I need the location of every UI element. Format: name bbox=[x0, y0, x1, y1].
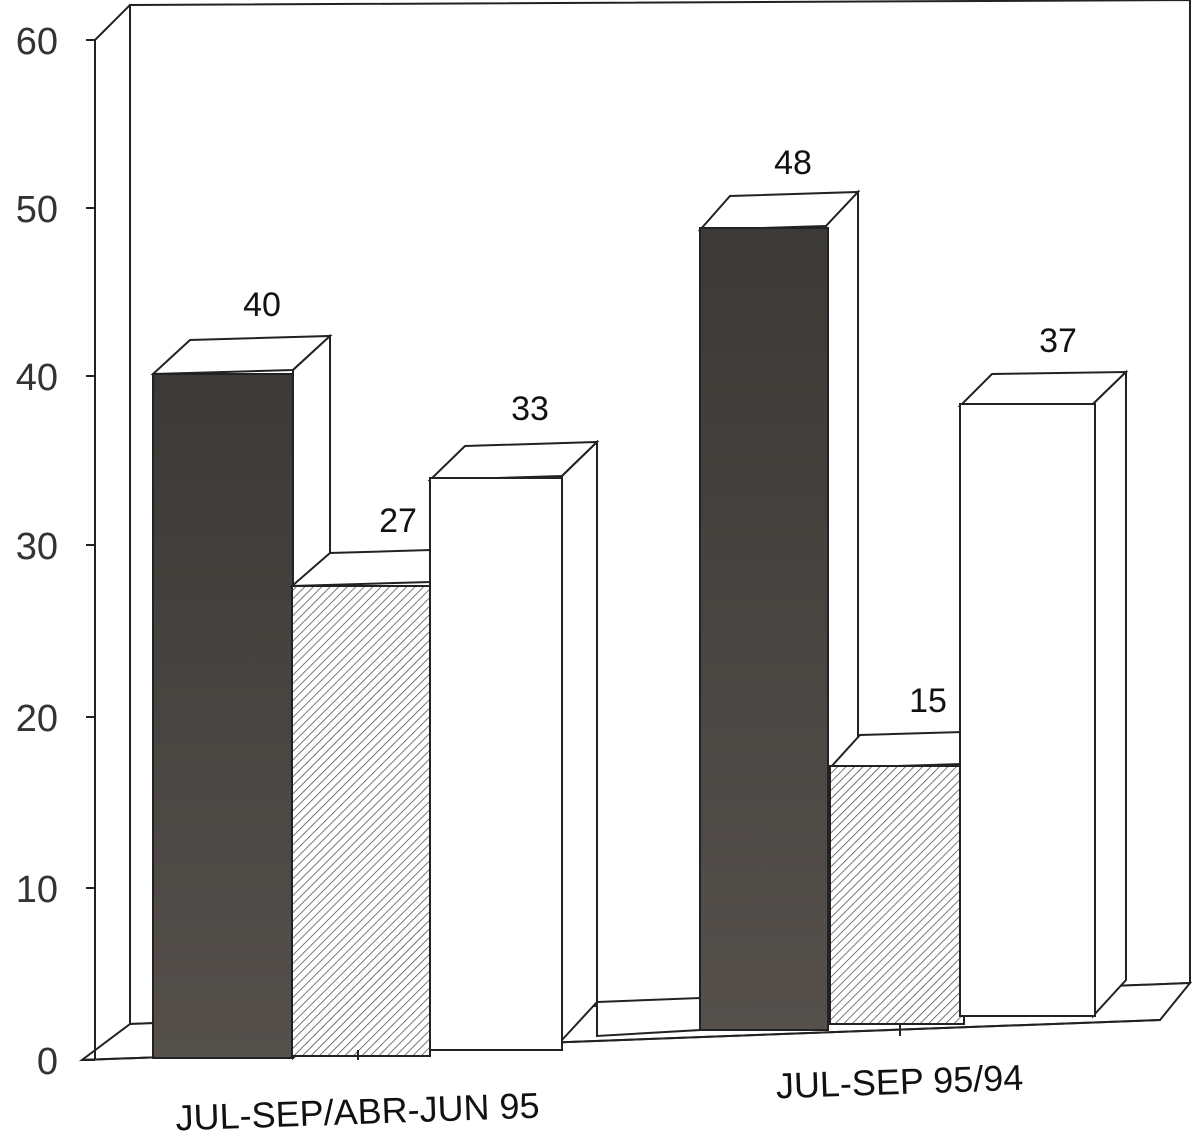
bar-group-1: 40 27 33 bbox=[150, 286, 600, 1061]
data-label: 48 bbox=[774, 144, 812, 182]
data-label: 40 bbox=[243, 286, 281, 324]
wall-left-edge bbox=[94, 4, 131, 41]
data-label: 15 bbox=[909, 682, 947, 720]
bar-front bbox=[699, 227, 829, 1031]
bar: 37 bbox=[957, 322, 1129, 1019]
y-tick-label: 30 bbox=[16, 526, 58, 568]
x-category-label: JUL-SEP 95/94 bbox=[775, 1057, 1024, 1107]
bar-front bbox=[291, 585, 431, 1057]
bar: 48 bbox=[697, 144, 861, 1031]
bar: 33 bbox=[427, 390, 600, 1051]
bar-front bbox=[829, 765, 965, 1025]
y-tick-label: 10 bbox=[16, 869, 58, 911]
data-label: 27 bbox=[379, 502, 417, 540]
x-category-label: JUL-SEP/ABR-JUN 95 bbox=[175, 1085, 540, 1139]
y-tick-label: 40 bbox=[16, 357, 58, 399]
floor-gap bbox=[596, 996, 701, 1038]
data-label: 33 bbox=[511, 390, 549, 428]
bar-front bbox=[959, 403, 1096, 1017]
y-tick-label: 20 bbox=[16, 698, 58, 740]
bar-side bbox=[561, 439, 598, 1043]
data-label: 37 bbox=[1039, 322, 1077, 360]
y-tick-label: 0 bbox=[37, 1041, 58, 1083]
bar: 27 bbox=[289, 502, 431, 1057]
y-tick-label: 60 bbox=[16, 21, 58, 63]
y-tick-label: 50 bbox=[16, 189, 58, 231]
bar-front bbox=[429, 477, 563, 1051]
bar-front bbox=[152, 373, 294, 1059]
bar-side bbox=[1092, 369, 1127, 1019]
y-axis-ticks: 0 10 20 30 40 50 60 bbox=[16, 21, 95, 1083]
bar-group-2: 48 15 37 bbox=[697, 144, 1129, 1031]
bar: 15 bbox=[827, 682, 965, 1025]
